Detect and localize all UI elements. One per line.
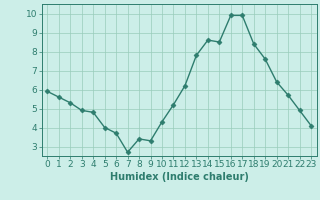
X-axis label: Humidex (Indice chaleur): Humidex (Indice chaleur) [110,172,249,182]
